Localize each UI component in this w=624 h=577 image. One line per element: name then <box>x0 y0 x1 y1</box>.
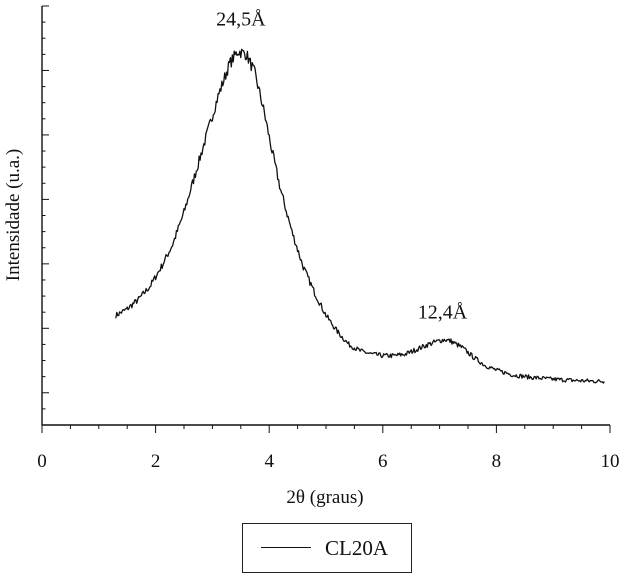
x-tick-label: 8 <box>492 451 502 472</box>
y-axis-ticks <box>42 5 49 426</box>
legend-label: CL20A <box>325 536 388 560</box>
x-tick-label: 6 <box>378 451 388 472</box>
chart-axes <box>41 6 610 426</box>
legend: CL20A <box>242 523 412 573</box>
peak-annotation: 24,5Å <box>216 8 266 30</box>
y-axis-label: Intensidade (u.a.) <box>3 149 24 281</box>
x-axis-label: 2θ (graus) <box>286 487 363 508</box>
x-tick-label: 2 <box>151 451 161 472</box>
x-tick-label: 10 <box>601 451 620 472</box>
x-tick-label: 4 <box>264 451 274 472</box>
peak-annotations: 24,5Å 12,4Å <box>216 8 468 323</box>
x-axis-ticks: 0 2 4 6 8 10 <box>37 425 620 472</box>
x-tick-label: 0 <box>37 451 47 472</box>
legend-line-swatch <box>261 547 311 548</box>
series-line-cl20a <box>115 48 605 384</box>
peak-annotation: 12,4Å <box>418 302 468 324</box>
